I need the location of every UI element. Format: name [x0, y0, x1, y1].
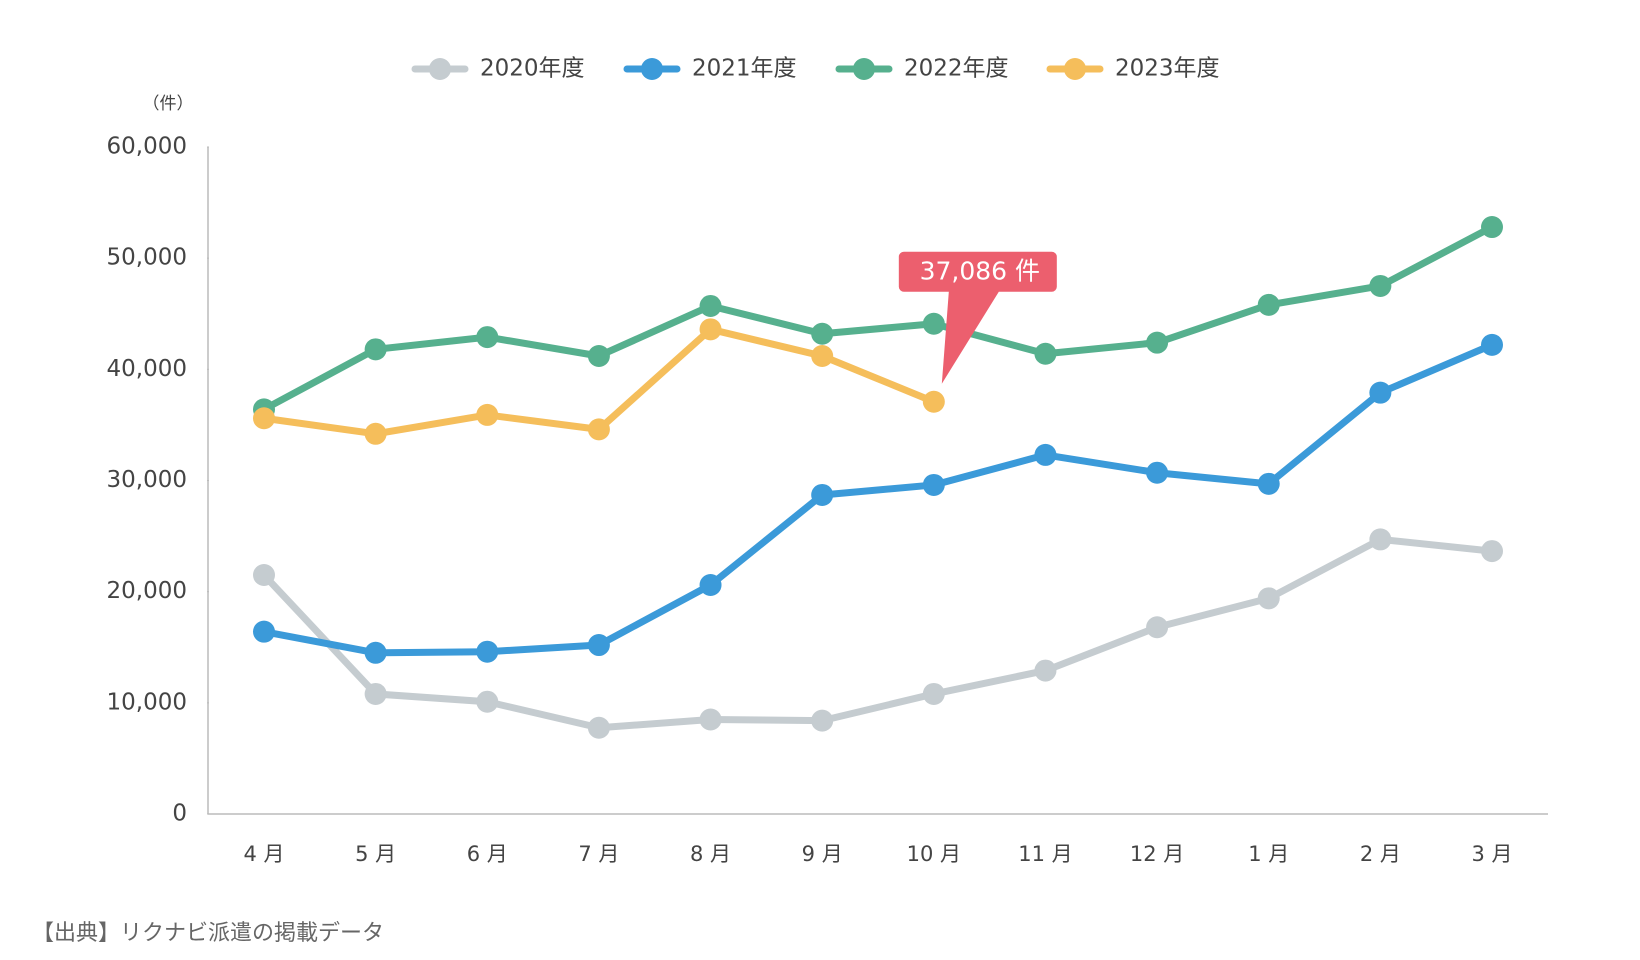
data-point: [1034, 659, 1057, 682]
data-point: [1034, 342, 1057, 365]
legend-item: 2022年度: [835, 56, 1009, 82]
data-point: [253, 563, 275, 586]
data-point: [1257, 293, 1280, 316]
legend-marker: [1064, 58, 1086, 80]
source-note: 【出典】リクナビ派遣の掲載データ: [32, 921, 384, 946]
data-point: [476, 403, 499, 426]
data-point: [922, 390, 945, 413]
callout-label: 37,086 件: [920, 257, 1040, 286]
data-point: [1481, 216, 1503, 239]
data-point: [1369, 528, 1392, 551]
data-point: [253, 407, 275, 430]
x-tick-label: 4 月: [243, 842, 284, 866]
x-tick-label: 1 月: [1248, 842, 1289, 866]
legend-item: 2021年度: [623, 56, 797, 82]
data-point: [1146, 461, 1169, 484]
x-tick-label: 2 月: [1360, 842, 1401, 866]
legend-label: 2021年度: [692, 56, 797, 82]
y-tick-label: 50,000: [107, 245, 187, 271]
data-point: [364, 641, 387, 664]
data-point: [476, 326, 499, 349]
x-tick-label: 7 月: [578, 842, 619, 866]
data-point: [811, 483, 834, 506]
data-point: [699, 708, 722, 731]
data-point: [811, 709, 834, 732]
data-point: [922, 473, 945, 496]
y-tick-label: 0: [172, 801, 187, 827]
x-tick-label: 9 月: [802, 842, 843, 866]
data-point: [364, 682, 387, 705]
series-line: [263, 325, 936, 438]
callout-box: [898, 251, 1057, 384]
series-line: [261, 535, 1493, 732]
x-tick-label: 3 月: [1471, 842, 1512, 866]
data-point: [1369, 381, 1392, 404]
data-point: [1481, 333, 1503, 356]
data-point: [811, 322, 834, 345]
y-tick-label: 60,000: [107, 134, 187, 160]
data-point: [476, 690, 499, 713]
data-point: [253, 620, 275, 643]
x-tick-label: 11 月: [1018, 842, 1072, 866]
callout: 37,086 件: [898, 251, 1057, 384]
y-axis-unit: （件）: [143, 94, 194, 114]
data-point: [922, 682, 945, 705]
x-tick-label: 12 月: [1130, 842, 1184, 866]
data-point: [476, 640, 499, 663]
data-point: [364, 338, 387, 361]
y-tick-label: 30,000: [107, 467, 187, 493]
legend-item: 2020年度: [411, 56, 585, 82]
data-point: [364, 422, 387, 445]
data-point: [699, 294, 722, 317]
data-point: [587, 634, 610, 657]
data-point: [587, 418, 610, 441]
series-line: [262, 223, 1494, 413]
data-point: [1034, 443, 1057, 466]
x-tick-label: 8 月: [690, 842, 731, 866]
data-point: [587, 344, 610, 367]
legend-label: 2023年度: [1115, 56, 1220, 82]
legend-marker: [429, 58, 451, 80]
legend-marker: [853, 58, 875, 80]
data-point: [1146, 331, 1169, 354]
y-tick-label: 20,000: [107, 578, 187, 604]
legend-label: 2022年度: [904, 56, 1009, 82]
data-point: [922, 312, 945, 335]
data-point: [1146, 616, 1169, 639]
data-point: [811, 344, 834, 367]
data-point: [587, 716, 610, 739]
data-point: [699, 318, 722, 341]
x-tick-label: 5 月: [355, 842, 396, 866]
y-tick-label: 40,000: [107, 356, 187, 382]
x-tick-label: 10 月: [907, 842, 961, 866]
data-point: [1257, 472, 1280, 495]
data-point: [1369, 274, 1392, 297]
data-point: [1481, 540, 1503, 563]
data-point: [1257, 587, 1280, 610]
legend-label: 2020年度: [480, 56, 585, 82]
y-tick-label: 10,000: [107, 689, 187, 715]
data-point: [699, 573, 722, 596]
legend-marker: [641, 58, 663, 80]
legend-item: 2023年度: [1046, 56, 1220, 82]
x-tick-label: 6 月: [467, 842, 508, 866]
series-line: [263, 341, 1494, 657]
